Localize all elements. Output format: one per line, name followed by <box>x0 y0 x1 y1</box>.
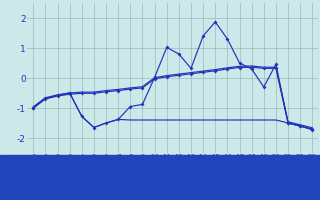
X-axis label: Graphe des températures (°c): Graphe des températures (°c) <box>97 163 249 173</box>
